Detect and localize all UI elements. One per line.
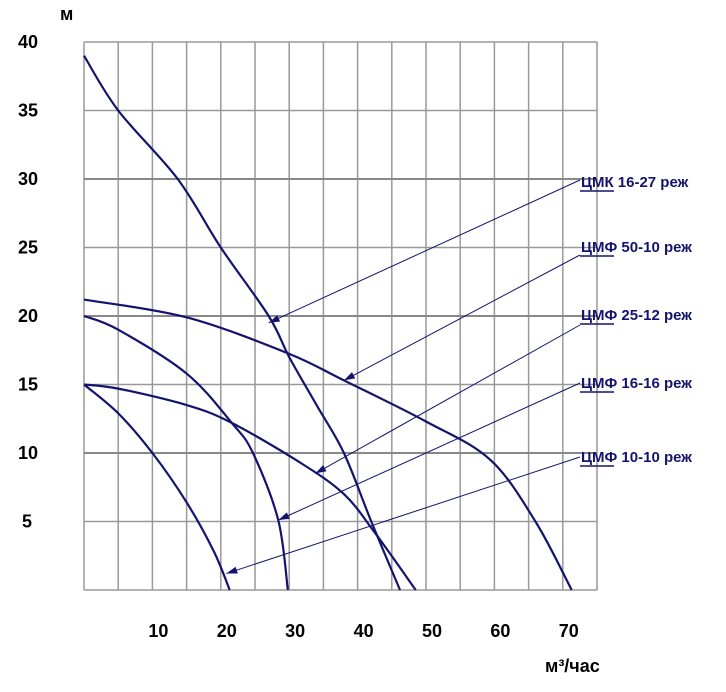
- arrowhead: [278, 512, 290, 521]
- leader-line: [268, 179, 581, 324]
- x-tick-label: 50: [422, 621, 442, 641]
- curve-2: [83, 298, 573, 591]
- leader-line: [226, 456, 581, 575]
- arrowhead: [315, 465, 327, 474]
- x-tick-label: 60: [490, 621, 510, 641]
- series-label: ЦМФ 10-10 реж: [581, 449, 692, 466]
- leader-line: [278, 382, 581, 521]
- arrowhead: [226, 566, 238, 574]
- y-tick-label: 15: [18, 375, 38, 395]
- x-tick-label: 40: [354, 621, 374, 641]
- series-label: ЦМФ 25-12 реж: [581, 307, 692, 324]
- y-tick-label: 5: [22, 512, 32, 532]
- curve-1: [83, 55, 402, 591]
- x-tick-label: 30: [285, 621, 305, 641]
- tick-labels: 10 20 30 40 50 60 70 40 35 30 25 20 15 10 5: [18, 32, 579, 641]
- x-tick-label: 20: [217, 621, 237, 641]
- y-tick-label: 30: [18, 169, 38, 189]
- series-label: ЦМФ 50-10 реж: [581, 239, 692, 256]
- y-tick-label: 10: [18, 443, 38, 463]
- x-axis-label: м³/час: [545, 656, 600, 676]
- arrowhead: [268, 315, 281, 323]
- curve-4: [83, 314, 289, 591]
- y-tick-label: 25: [18, 238, 38, 258]
- y-axis-label: м: [60, 4, 73, 24]
- curve-5: [83, 383, 231, 591]
- series-label: ЦМК 16-27 реж: [581, 174, 689, 191]
- curve-3: [83, 383, 417, 591]
- y-tick-label: 40: [18, 32, 38, 52]
- grid: [83, 41, 598, 591]
- x-tick-label: 70: [559, 621, 579, 641]
- legend-labels: ЦМК 16-27 реж ЦМФ 50-10 реж ЦМФ 25-12 реж Ц…: [580, 174, 692, 467]
- series-label: ЦМФ 16-16 реж: [581, 375, 692, 392]
- y-tick-label: 35: [18, 101, 38, 121]
- curves: [83, 55, 581, 591]
- x-tick-label: 10: [148, 621, 168, 641]
- leader-line: [343, 254, 581, 381]
- leader-line: [314, 324, 581, 474]
- arrowhead: [343, 372, 356, 381]
- y-tick-label: 20: [18, 306, 38, 326]
